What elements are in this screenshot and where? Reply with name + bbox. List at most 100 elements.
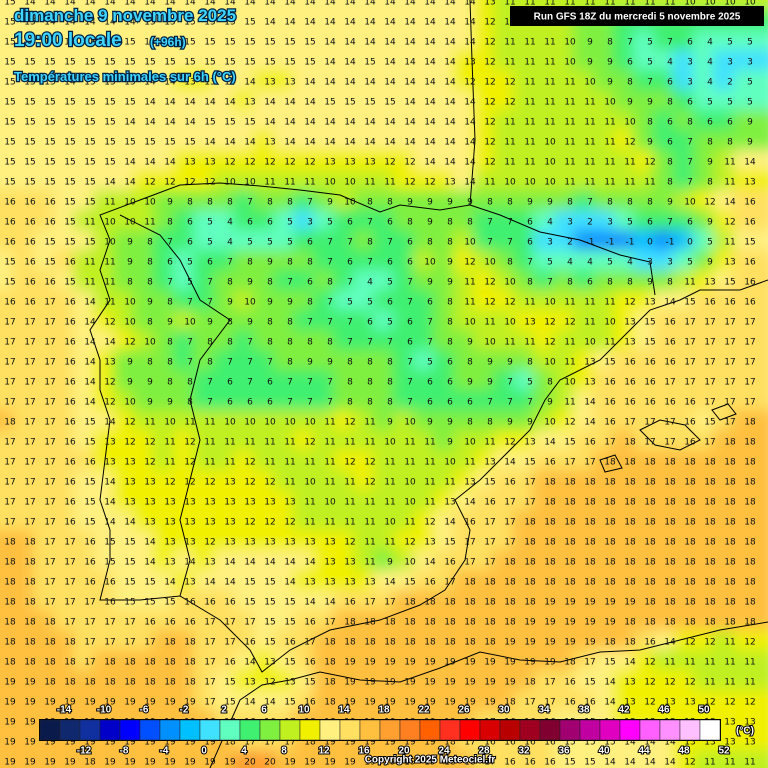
temp-value: 6 xyxy=(407,238,413,248)
temp-value: 19 xyxy=(344,698,356,708)
temp-value: 12 xyxy=(184,478,195,488)
temp-value: 12 xyxy=(744,638,755,648)
temp-value: 15 xyxy=(604,738,615,748)
temp-value: 19 xyxy=(84,738,96,748)
temp-value: 12 xyxy=(124,418,135,428)
temp-value: 8 xyxy=(487,198,493,208)
temp-value: 15 xyxy=(24,58,35,68)
temp-value: 14 xyxy=(44,18,56,28)
temp-value: 10 xyxy=(244,418,256,428)
temp-value: 16 xyxy=(544,458,556,468)
temp-value: 14 xyxy=(424,18,436,28)
temp-value: 11 xyxy=(484,178,495,188)
temp-value: 7 xyxy=(687,158,693,168)
temp-value: 7 xyxy=(407,358,413,368)
temp-value: 15 xyxy=(104,538,115,548)
temp-value: 17 xyxy=(684,378,695,388)
temp-value: 15 xyxy=(144,598,155,608)
temp-value: 19 xyxy=(104,738,116,748)
temp-value: 15 xyxy=(64,238,75,248)
temp-value: 6 xyxy=(407,258,413,268)
temp-value: 8 xyxy=(187,198,193,208)
colorbar-box xyxy=(279,719,301,741)
temp-cell xyxy=(613,750,637,768)
temp-value: 18 xyxy=(184,658,196,668)
temp-value: 16 xyxy=(504,738,516,748)
temp-value: 9 xyxy=(247,318,253,328)
temp-value: 11 xyxy=(644,178,655,188)
temp-value: 11 xyxy=(364,538,375,548)
temp-value: 7 xyxy=(347,338,353,348)
temp-value: 18 xyxy=(364,638,376,648)
temp-value: 14 xyxy=(264,118,276,128)
temp-value: 5 xyxy=(627,218,633,228)
temp-value: 16 xyxy=(224,598,236,608)
temp-value: 16 xyxy=(84,458,96,468)
temp-value: 9 xyxy=(447,258,453,268)
temp-value: 11 xyxy=(404,458,415,468)
temp-value: 11 xyxy=(284,438,295,448)
temp-value: 18 xyxy=(524,538,536,548)
temp-value: 4 xyxy=(227,238,233,248)
temp-value: 15 xyxy=(644,318,655,328)
temp-value: 14 xyxy=(644,738,656,748)
temp-value: 11 xyxy=(344,518,355,528)
temp-value: 14 xyxy=(384,138,396,148)
temp-value: 19 xyxy=(444,658,456,668)
temp-value: 14 xyxy=(224,0,236,8)
temp-value: 14 xyxy=(84,0,96,8)
temp-value: 7 xyxy=(167,238,173,248)
temp-value: 18 xyxy=(4,578,16,588)
time: 19:00 locale xyxy=(14,30,122,51)
temp-value: 14 xyxy=(44,38,56,48)
temp-value: 17 xyxy=(504,538,515,548)
temp-value: 12 xyxy=(504,298,515,308)
temp-value: 13 xyxy=(344,558,355,568)
temp-cell xyxy=(733,750,768,768)
temp-value: 5 xyxy=(727,98,733,108)
temp-value: 14 xyxy=(324,38,336,48)
colorbar-label: 0 xyxy=(201,746,207,757)
temp-cell xyxy=(133,750,157,768)
temp-value: 15 xyxy=(104,138,115,148)
temp-value: 14 xyxy=(424,0,436,8)
temp-value: 6 xyxy=(687,38,693,48)
colorbar-box xyxy=(439,719,461,741)
temp-value: 18 xyxy=(464,598,476,608)
temp-value: 10 xyxy=(464,318,476,328)
temp-value: 19 xyxy=(124,738,136,748)
temp-value: 14 xyxy=(664,758,676,768)
temp-value: 9 xyxy=(147,398,153,408)
temp-value: 14 xyxy=(444,138,456,148)
temp-value: 10 xyxy=(124,298,136,308)
temp-value: 8 xyxy=(467,218,473,228)
temp-value: 14 xyxy=(424,58,436,68)
temp-value: 15 xyxy=(4,278,15,288)
temp-value: 5 xyxy=(187,258,193,268)
temp-value: 16 xyxy=(204,598,216,608)
colorbar-box xyxy=(99,719,121,741)
temp-value: 8 xyxy=(207,198,213,208)
temp-value: 18 xyxy=(84,678,96,688)
temp-value: 17 xyxy=(664,438,675,448)
temp-value: 18 xyxy=(184,678,196,688)
temp-value: 15 xyxy=(64,198,75,208)
temp-value: 18 xyxy=(664,598,676,608)
temp-value: 9 xyxy=(607,58,613,68)
temp-value: 15 xyxy=(24,178,35,188)
temp-value: 13 xyxy=(244,538,255,548)
temp-value: 13 xyxy=(104,458,115,468)
temp-value: 12 xyxy=(724,218,735,228)
temp-value: 11 xyxy=(364,498,375,508)
temp-value: 18 xyxy=(504,578,516,588)
temp-value: 13 xyxy=(244,98,255,108)
temp-value: 9 xyxy=(707,218,713,228)
temp-value: 14 xyxy=(464,98,476,108)
temp-value: 16 xyxy=(744,298,756,308)
temp-value: 11 xyxy=(524,298,535,308)
colorbar-box xyxy=(419,719,441,741)
temp-value: 14 xyxy=(464,498,476,508)
temp-value: 17 xyxy=(64,598,75,608)
temp-value: -1 xyxy=(666,238,675,248)
temp-value: 18 xyxy=(564,518,576,528)
